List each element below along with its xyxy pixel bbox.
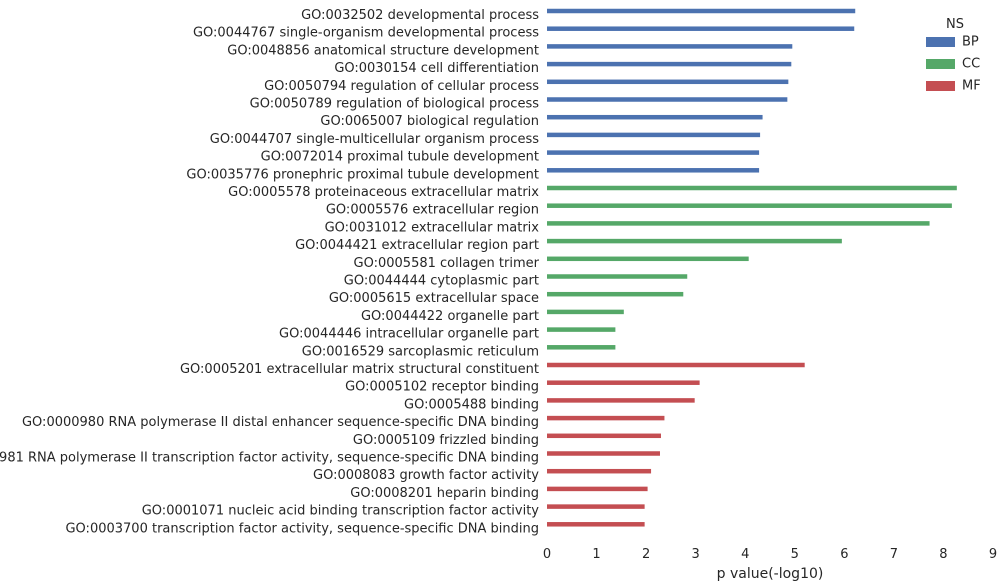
x-tick-label: 6 bbox=[840, 547, 848, 562]
category-labels: GO:0032502 developmental process GO:00447… bbox=[0, 8, 540, 536]
bar-mf bbox=[547, 522, 645, 527]
legend-title: NS bbox=[946, 17, 964, 32]
category-label: GO:0044446 intracellular organelle part bbox=[279, 327, 539, 342]
bar-mf bbox=[547, 415, 665, 421]
x-tick-label: 9 bbox=[989, 547, 997, 562]
legend-swatch bbox=[926, 81, 955, 91]
category-label: GO:0072014 proximal tubule development bbox=[261, 150, 539, 165]
bar-bp bbox=[547, 44, 793, 49]
bar-bp bbox=[547, 79, 789, 85]
bar-cc bbox=[547, 309, 624, 315]
category-label: GO:0031012 extracellular matrix bbox=[325, 220, 540, 235]
x-tick-label: 0 bbox=[543, 547, 551, 562]
legend-entries: BP CC MF bbox=[926, 35, 981, 94]
category-label: GO:0050789 regulation of biological proc… bbox=[250, 97, 540, 112]
category-label: GO:0044421 extracellular region part bbox=[295, 238, 539, 253]
category-label: GO:0005578 proteinaceous extracellular m… bbox=[228, 185, 539, 200]
legend-label: BP bbox=[962, 35, 979, 50]
category-label: GO:0003700 transcription factor activity… bbox=[65, 521, 539, 536]
bar-cc bbox=[547, 345, 616, 350]
category-label: GO:0044444 cytoplasmic part bbox=[344, 274, 539, 289]
category-label: GO:0030154 cell differentiation bbox=[334, 61, 539, 76]
x-tick-label: 2 bbox=[642, 547, 650, 562]
bar-bp bbox=[547, 97, 788, 102]
legend-label: MF bbox=[962, 79, 981, 94]
category-label: GO:0005576 extracellular region bbox=[326, 203, 539, 218]
legend-swatch bbox=[926, 37, 955, 47]
bar-cc bbox=[547, 203, 952, 208]
bars-layer bbox=[547, 8, 957, 527]
x-tick-label: 3 bbox=[692, 547, 700, 562]
legend-label: CC bbox=[962, 57, 980, 72]
category-label: GO:0005488 binding bbox=[404, 397, 539, 412]
category-label: GO:0044767 single-organism developmental… bbox=[193, 26, 539, 41]
bar-mf bbox=[547, 433, 661, 439]
bar-bp bbox=[547, 114, 763, 120]
category-label: GO:0032502 developmental process bbox=[301, 8, 539, 23]
category-label: GO:0005201 extracellular matrix structur… bbox=[180, 362, 539, 377]
x-axis-ticks: 0 1 2 3 4 5 6 7 8 9 bbox=[543, 547, 997, 562]
category-label: GO:0005581 collagen trimer bbox=[354, 256, 540, 271]
bar-bp bbox=[547, 132, 761, 138]
bar-mf bbox=[547, 451, 660, 456]
category-label: GO:0050794 regulation of cellular proces… bbox=[264, 79, 539, 94]
x-axis-title: p value(-log10) bbox=[717, 566, 824, 582]
x-tick-label: 8 bbox=[939, 547, 947, 562]
bar-cc bbox=[547, 327, 616, 332]
bar-mf bbox=[547, 504, 645, 509]
bar-cc bbox=[547, 274, 688, 279]
x-tick-label: 5 bbox=[791, 547, 799, 562]
category-label: GO:0016529 sarcoplasmic reticulum bbox=[302, 344, 539, 359]
bar-mf bbox=[547, 380, 700, 385]
category-label: GO:0044707 single-multicellular organism… bbox=[210, 132, 539, 147]
category-label: GO:0048856 anatomical structure developm… bbox=[227, 43, 539, 58]
category-label: GO:0005102 receptor binding bbox=[345, 380, 539, 395]
bar-bp bbox=[547, 150, 760, 155]
bar-cc bbox=[547, 185, 957, 191]
bar-bp bbox=[547, 26, 855, 31]
category-label: GO:0035776 pronephric proximal tubule de… bbox=[186, 167, 539, 182]
category-label: GO:0000981 RNA polymerase II transcripti… bbox=[0, 451, 539, 466]
bar-mf bbox=[547, 398, 695, 403]
legend-swatch bbox=[926, 59, 955, 69]
bar-bp bbox=[547, 168, 760, 173]
category-label: GO:0008201 heparin binding bbox=[350, 486, 539, 501]
x-tick-label: 4 bbox=[741, 547, 749, 562]
category-label: GO:0008083 growth factor activity bbox=[313, 468, 539, 483]
bar-mf bbox=[547, 468, 652, 474]
category-label: GO:0065007 biological regulation bbox=[320, 114, 539, 129]
x-tick-label: 7 bbox=[890, 547, 898, 562]
bar-mf bbox=[547, 362, 805, 368]
legend: NS BP CC MF bbox=[926, 17, 981, 94]
category-label: GO:0000980 RNA polymerase II distal enha… bbox=[22, 415, 539, 430]
bar-bp bbox=[547, 8, 856, 14]
category-label: GO:0005615 extracellular space bbox=[329, 291, 539, 306]
category-label: GO:0044422 organelle part bbox=[361, 309, 539, 324]
bar-mf bbox=[547, 486, 648, 492]
category-label: GO:0005109 frizzled binding bbox=[353, 433, 539, 448]
bar-cc bbox=[547, 221, 930, 226]
category-label: GO:0001071 nucleic acid binding transcri… bbox=[142, 504, 540, 519]
bar-cc bbox=[547, 256, 749, 262]
bar-cc bbox=[547, 291, 684, 297]
bar-bp bbox=[547, 61, 792, 67]
x-tick-label: 1 bbox=[592, 547, 600, 562]
bar-cc bbox=[547, 238, 842, 244]
